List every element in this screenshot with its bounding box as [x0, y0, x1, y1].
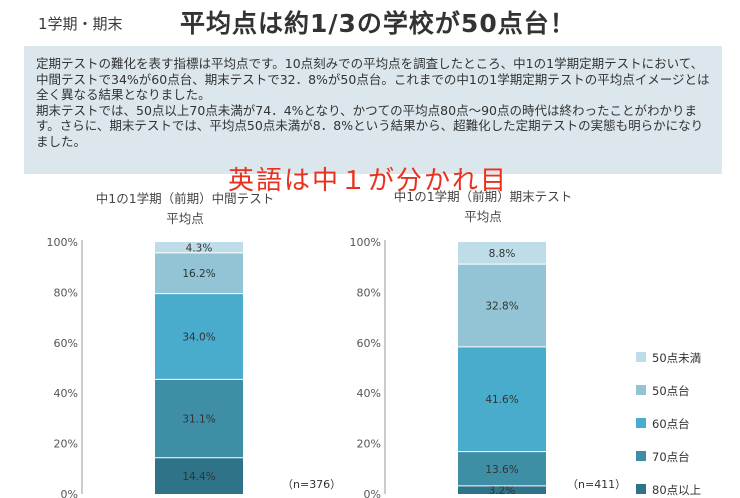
legend-swatch [636, 418, 646, 428]
chart2-title: 中1の1学期（前期）期末テスト [393, 189, 573, 204]
header-subtitle: 1学期・期末 [38, 15, 123, 33]
chart1-data-label: 31.1% [182, 414, 215, 426]
info-paragraph-1: 定期テストの難化を表す指標は平均点です。10点刻みでの平均点を調査したところ、中… [36, 56, 710, 102]
chart2-bar-segment [458, 485, 546, 494]
chart2-data-label: 32.8% [485, 301, 518, 313]
chart2-title-block: 中1の1学期（前期）期末テスト 平均点 [358, 187, 608, 227]
chart2-y-tick-label: 80% [357, 286, 381, 299]
chart2-y-tick-label: 60% [357, 337, 381, 350]
chart1-y-tick-label: 100% [47, 236, 78, 249]
chart1-data-label: 34.0% [182, 332, 215, 344]
chart1-title: 中1の1学期（前期）中間テスト [95, 191, 275, 206]
chart1-data-label: 4.3% [186, 242, 213, 254]
chart1-title-block: 中1の1学期（前期）中間テスト 平均点 [60, 189, 310, 229]
chart1-subtitle: 平均点 [166, 211, 204, 226]
legend-label: 80点以上 [652, 483, 702, 497]
legend-label: 60点台 [652, 417, 690, 431]
chart1-data-label: 16.2% [182, 268, 215, 280]
chart2-data-label: 13.6% [485, 464, 518, 476]
header: 1学期・期末 平均点は約1/3の学校が50点台！ [0, 0, 740, 44]
chart2-data-label: 41.6% [485, 394, 518, 406]
info-box: 定期テストの難化を表す指標は平均点です。10点刻みでの平均点を調査したところ、中… [24, 46, 722, 174]
chart2-data-label: 3.2% [489, 485, 516, 497]
legend-swatch [636, 385, 646, 395]
info-paragraph-2: 期末テストでは、50点以上70点未満が74．4%となり、かつての平均点80点～9… [36, 102, 704, 149]
chart1-data-label: 14.4% [182, 471, 215, 483]
legend-label: 70点台 [652, 450, 690, 464]
chart2-bar-segment [458, 451, 546, 486]
chart2-bar-segment [458, 346, 546, 452]
chart1-bar-segment [155, 242, 243, 253]
chart2-bar-segment [458, 264, 546, 347]
chart2-subtitle: 平均点 [464, 209, 502, 224]
chart1-y-tick-label: 0% [61, 488, 78, 498]
chart1-bar-segment [155, 379, 243, 458]
chart2-y-tick-label: 20% [357, 438, 381, 451]
chart1-bar-segment [155, 457, 243, 494]
chart1-bar-segment [155, 293, 243, 380]
legend-swatch [636, 484, 646, 494]
chart2-y-tick-label: 40% [357, 387, 381, 400]
chart2-bar-segment [458, 242, 546, 265]
highlight-title: 英語は中１が分かれ目 [228, 166, 509, 196]
legend-label: 50点台 [652, 384, 690, 398]
chart2-y-tick-label: 0% [364, 488, 381, 498]
chart1-sample-note: （n=376） [282, 478, 341, 491]
chart1-y-tick-label: 40% [54, 387, 78, 400]
header-title: 平均点は約1/3の学校が50点台！ [180, 9, 576, 38]
legend-swatch [636, 352, 646, 362]
chart2-sample-note: （n=411） [567, 478, 626, 491]
legend-swatch [636, 451, 646, 461]
legend-label: 50点未満 [652, 351, 702, 365]
chart2-y-tick-label: 100% [350, 236, 381, 249]
chart1-bar-segment [155, 252, 243, 294]
chart1-y-tick-label: 80% [54, 286, 78, 299]
chart1-y-tick-label: 20% [54, 438, 78, 451]
chart1-y-tick-label: 60% [54, 337, 78, 350]
chart2-data-label: 8.8% [489, 248, 516, 260]
